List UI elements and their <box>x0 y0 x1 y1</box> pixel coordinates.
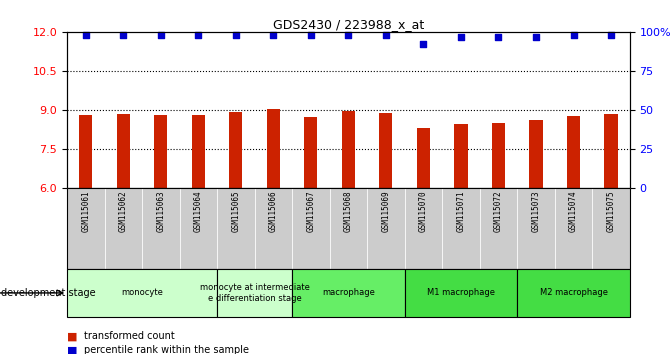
Point <box>418 41 429 47</box>
Text: GSM115069: GSM115069 <box>381 190 391 232</box>
Text: GSM115064: GSM115064 <box>194 190 203 232</box>
Text: M2 macrophage: M2 macrophage <box>539 289 608 297</box>
Text: GSM115074: GSM115074 <box>569 190 578 232</box>
Point <box>568 32 579 38</box>
Text: GSM115067: GSM115067 <box>306 190 316 232</box>
Text: development stage: development stage <box>1 288 95 298</box>
Bar <box>367 188 405 269</box>
Point <box>268 32 279 38</box>
Text: GSM115066: GSM115066 <box>269 190 278 232</box>
Bar <box>454 124 468 188</box>
Bar <box>442 188 480 269</box>
Point <box>606 32 616 38</box>
Bar <box>405 269 517 317</box>
Bar <box>405 188 442 269</box>
Text: GSM115070: GSM115070 <box>419 190 428 232</box>
Text: GSM115068: GSM115068 <box>344 190 353 232</box>
Bar <box>592 188 630 269</box>
Bar <box>229 112 243 188</box>
Text: GSM115065: GSM115065 <box>231 190 241 232</box>
Bar <box>292 188 330 269</box>
Bar <box>517 188 555 269</box>
Bar <box>492 123 505 188</box>
Bar <box>529 120 543 188</box>
Bar <box>267 109 280 188</box>
Bar <box>67 269 217 317</box>
Bar <box>255 188 292 269</box>
Text: M1 macrophage: M1 macrophage <box>427 289 495 297</box>
Text: transformed count: transformed count <box>84 331 174 341</box>
Bar <box>379 113 393 188</box>
Text: GSM115063: GSM115063 <box>156 190 165 232</box>
Bar <box>517 269 630 317</box>
Point <box>531 34 541 39</box>
Bar <box>304 117 318 188</box>
Bar <box>480 188 517 269</box>
Text: GSM115073: GSM115073 <box>531 190 541 232</box>
Bar <box>67 188 105 269</box>
Text: monocyte at intermediate
e differentiation stage: monocyte at intermediate e differentiati… <box>200 283 310 303</box>
Text: ■: ■ <box>67 331 81 341</box>
Bar <box>555 188 592 269</box>
Point <box>155 32 166 38</box>
Bar <box>192 115 205 188</box>
Bar <box>342 111 355 188</box>
Text: GSM115071: GSM115071 <box>456 190 466 232</box>
Bar <box>567 116 580 188</box>
Point <box>493 34 504 39</box>
Text: percentile rank within the sample: percentile rank within the sample <box>84 346 249 354</box>
Bar <box>292 269 405 317</box>
Text: GSM115075: GSM115075 <box>606 190 616 232</box>
Text: ■: ■ <box>67 346 81 354</box>
Bar <box>604 114 618 188</box>
Bar <box>417 128 430 188</box>
Point <box>306 32 316 38</box>
Bar <box>154 115 168 188</box>
Text: GSM115062: GSM115062 <box>119 190 128 232</box>
Bar <box>79 115 92 188</box>
Bar <box>105 188 142 269</box>
Point <box>230 32 241 38</box>
Bar <box>142 188 180 269</box>
Bar <box>330 188 367 269</box>
Text: GSM115072: GSM115072 <box>494 190 503 232</box>
Point <box>381 32 391 38</box>
Point <box>343 32 354 38</box>
Bar <box>217 269 292 317</box>
Bar <box>180 188 217 269</box>
Point <box>193 32 204 38</box>
Text: monocyte: monocyte <box>121 289 163 297</box>
Bar <box>217 188 255 269</box>
Point <box>118 32 129 38</box>
Point <box>456 34 466 39</box>
Bar <box>117 114 130 188</box>
Text: GSM115061: GSM115061 <box>81 190 90 232</box>
Title: GDS2430 / 223988_x_at: GDS2430 / 223988_x_at <box>273 18 424 31</box>
Text: macrophage: macrophage <box>322 289 375 297</box>
Point <box>80 32 91 38</box>
